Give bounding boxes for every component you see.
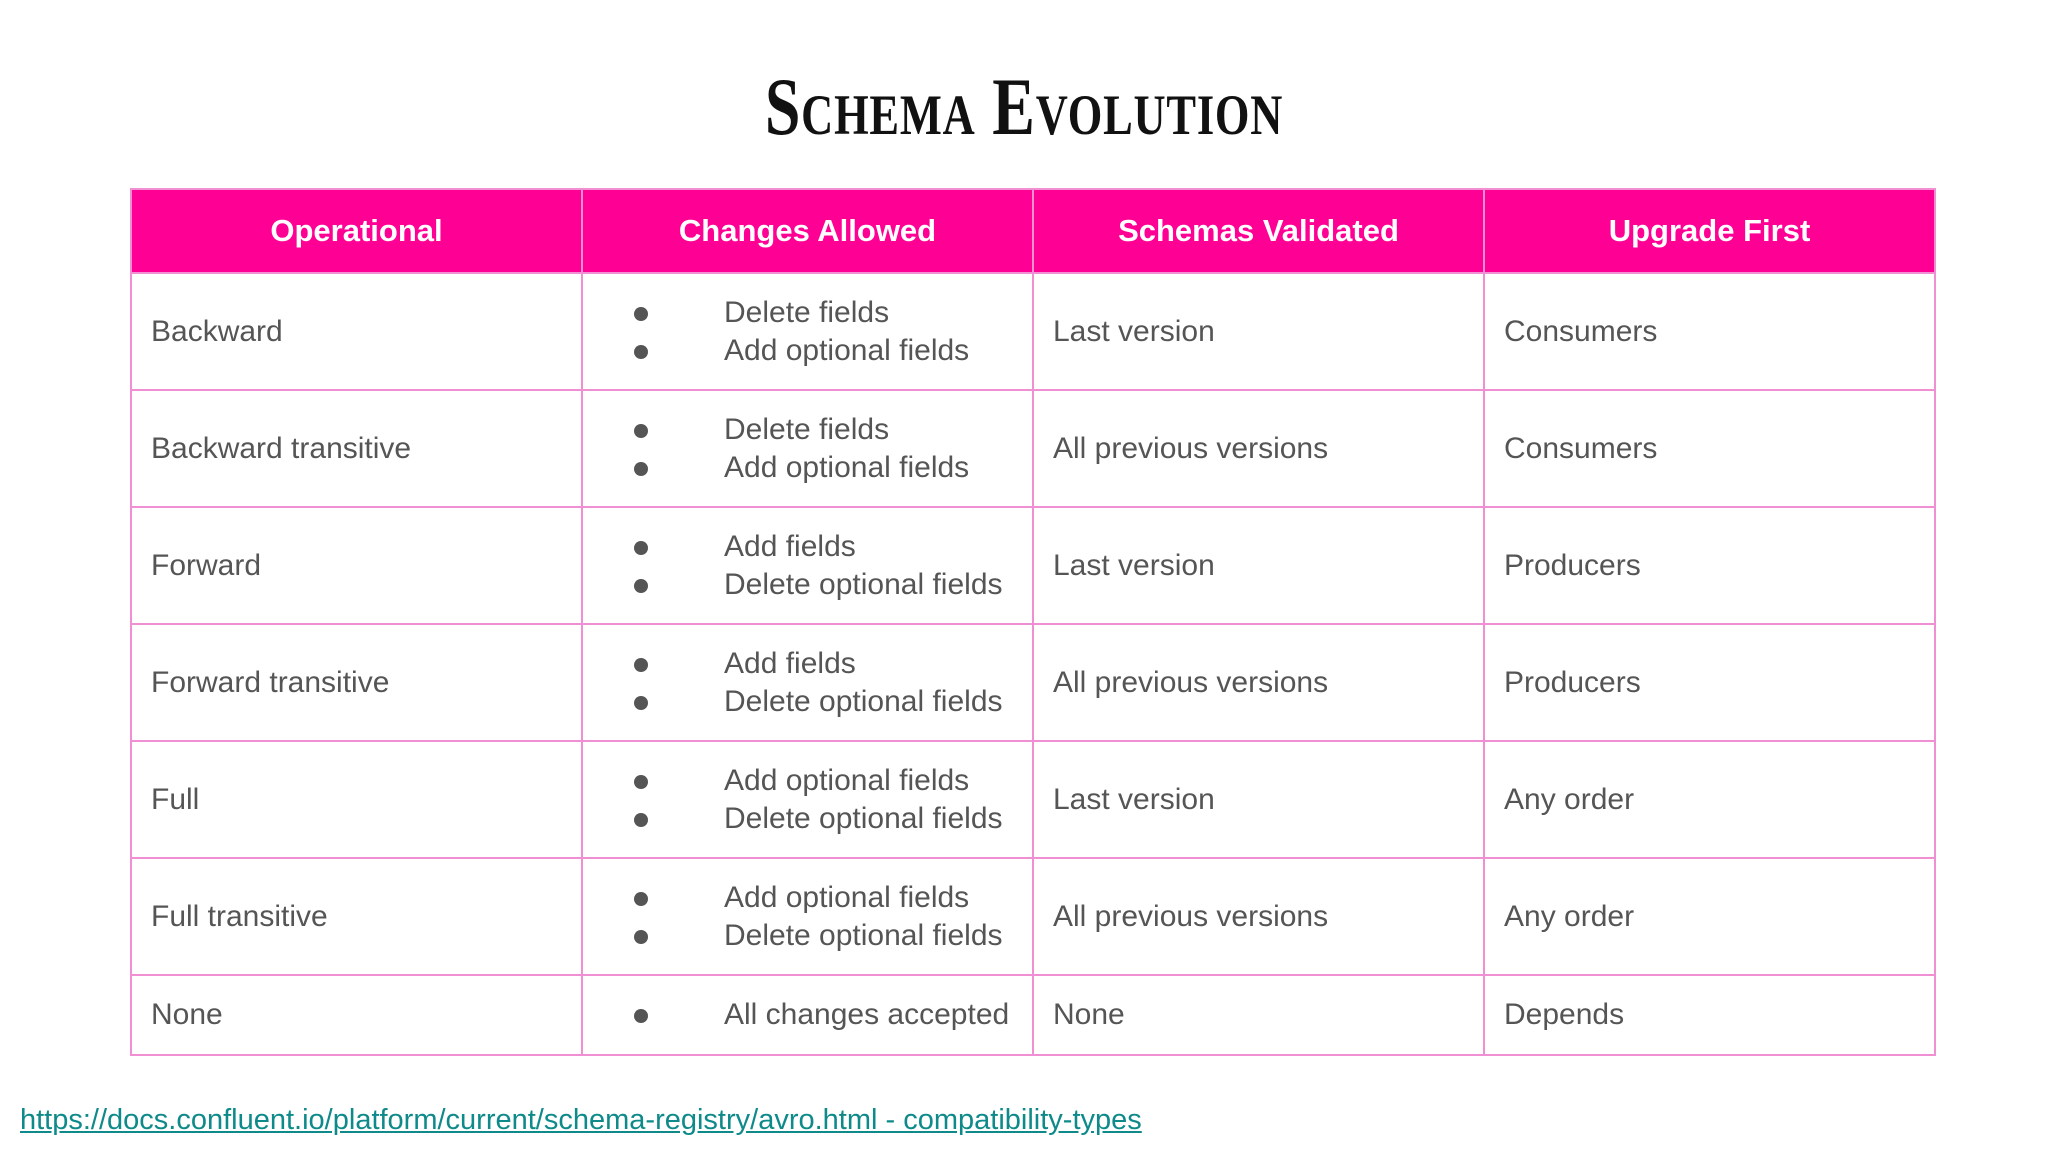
upgrade-cell: Any order — [1483, 857, 1936, 976]
mode-cell: Backward transitive — [130, 389, 583, 508]
mode-cell: Full — [130, 740, 583, 859]
change-item: Delete fields — [634, 411, 1013, 449]
change-item: Delete optional fields — [634, 917, 1013, 955]
changes-list: Delete fields Add optional fields — [602, 294, 1013, 370]
change-item: Delete optional fields — [634, 566, 1013, 604]
mode-cell: None — [130, 974, 583, 1056]
mode-cell: Forward transitive — [130, 623, 583, 742]
source-link[interactable]: https://docs.confluent.io/platform/curre… — [20, 1104, 1142, 1136]
changes-cell: Add fields Delete optional fields — [581, 623, 1034, 742]
change-item: Add optional fields — [634, 332, 1013, 370]
validated-cell: Last version — [1032, 740, 1485, 859]
upgrade-cell: Producers — [1483, 506, 1936, 625]
table-row: Backward Delete fields Add optional fiel… — [130, 272, 1936, 391]
changes-list: Delete fields Add optional fields — [602, 411, 1013, 487]
change-item: Delete optional fields — [634, 800, 1013, 838]
change-item: Add optional fields — [634, 762, 1013, 800]
changes-list: Add fields Delete optional fields — [602, 528, 1013, 604]
upgrade-cell: Any order — [1483, 740, 1936, 859]
validated-cell: None — [1032, 974, 1485, 1056]
change-item: All changes accepted — [634, 996, 1013, 1034]
upgrade-cell: Consumers — [1483, 272, 1936, 391]
change-item: Delete optional fields — [634, 683, 1013, 721]
change-item: Delete fields — [634, 294, 1013, 332]
table-header-row: Operational Changes Allowed Schemas Vali… — [130, 188, 1936, 274]
change-item: Add optional fields — [634, 879, 1013, 917]
changes-list: All changes accepted — [602, 996, 1013, 1034]
changes-cell: Delete fields Add optional fields — [581, 272, 1034, 391]
changes-cell: Add fields Delete optional fields — [581, 506, 1034, 625]
compatibility-table: Operational Changes Allowed Schemas Vali… — [130, 188, 1936, 1056]
header-operational: Operational — [130, 188, 583, 274]
change-item: Add optional fields — [634, 449, 1013, 487]
changes-cell: Add optional fields Delete optional fiel… — [581, 740, 1034, 859]
validated-cell: Last version — [1032, 506, 1485, 625]
table-row: None All changes accepted None Depends — [130, 974, 1936, 1056]
changes-list: Add fields Delete optional fields — [602, 645, 1013, 721]
change-item: Add fields — [634, 528, 1013, 566]
header-upgrade-first: Upgrade First — [1483, 188, 1936, 274]
changes-cell: Delete fields Add optional fields — [581, 389, 1034, 508]
mode-cell: Backward — [130, 272, 583, 391]
changes-cell: All changes accepted — [581, 974, 1034, 1056]
table-row: Full transitive Add optional fields Dele… — [130, 857, 1936, 976]
upgrade-cell: Consumers — [1483, 389, 1936, 508]
upgrade-cell: Producers — [1483, 623, 1936, 742]
validated-cell: All previous versions — [1032, 623, 1485, 742]
changes-list: Add optional fields Delete optional fiel… — [602, 879, 1013, 955]
table-row: Forward Add fields Delete optional field… — [130, 506, 1936, 625]
mode-cell: Full transitive — [130, 857, 583, 976]
changes-list: Add optional fields Delete optional fiel… — [602, 762, 1013, 838]
changes-cell: Add optional fields Delete optional fiel… — [581, 857, 1034, 976]
header-schemas-validated: Schemas Validated — [1032, 188, 1485, 274]
validated-cell: All previous versions — [1032, 389, 1485, 508]
upgrade-cell: Depends — [1483, 974, 1936, 1056]
table-row: Forward transitive Add fields Delete opt… — [130, 623, 1936, 742]
validated-cell: All previous versions — [1032, 857, 1485, 976]
table-row: Full Add optional fields Delete optional… — [130, 740, 1936, 859]
change-item: Add fields — [634, 645, 1013, 683]
table-row: Backward transitive Delete fields Add op… — [130, 389, 1936, 508]
mode-cell: Forward — [130, 506, 583, 625]
header-changes-allowed: Changes Allowed — [581, 188, 1034, 274]
validated-cell: Last version — [1032, 272, 1485, 391]
slide-title: Schema Evolution — [764, 61, 1284, 152]
